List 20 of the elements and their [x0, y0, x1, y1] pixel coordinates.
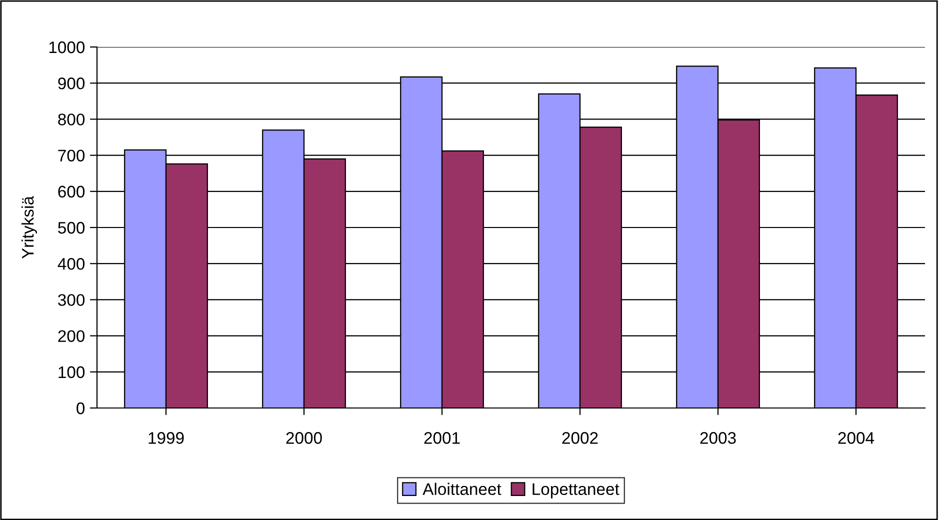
y-tick-label: 0: [76, 402, 85, 414]
y-tick-label: 800: [58, 114, 85, 126]
y-tick-label: 200: [58, 330, 85, 342]
legend-label: Aloittaneet: [422, 482, 502, 496]
x-tick-label: 2000: [286, 432, 322, 444]
x-tick-label: 2001: [424, 432, 460, 444]
y-tick-label: 600: [58, 186, 85, 198]
y-tick-label: 500: [58, 222, 85, 234]
y-tick-label: 1000: [49, 41, 85, 54]
y-axis-title: Yrityksiä: [21, 196, 38, 259]
x-tick-label: 1999: [148, 432, 184, 444]
x-tick-label: 2004: [838, 432, 874, 444]
y-tick-label: 900: [58, 78, 85, 90]
y-tick-label: 400: [58, 258, 85, 270]
y-tick-label: 700: [58, 150, 85, 162]
x-tick-label: 2002: [562, 432, 598, 444]
legend-label: Lopettaneet: [532, 483, 620, 498]
x-tick-label: 2003: [700, 432, 736, 444]
y-tick-label: 300: [58, 294, 85, 306]
y-tick-label: 100: [58, 366, 85, 378]
